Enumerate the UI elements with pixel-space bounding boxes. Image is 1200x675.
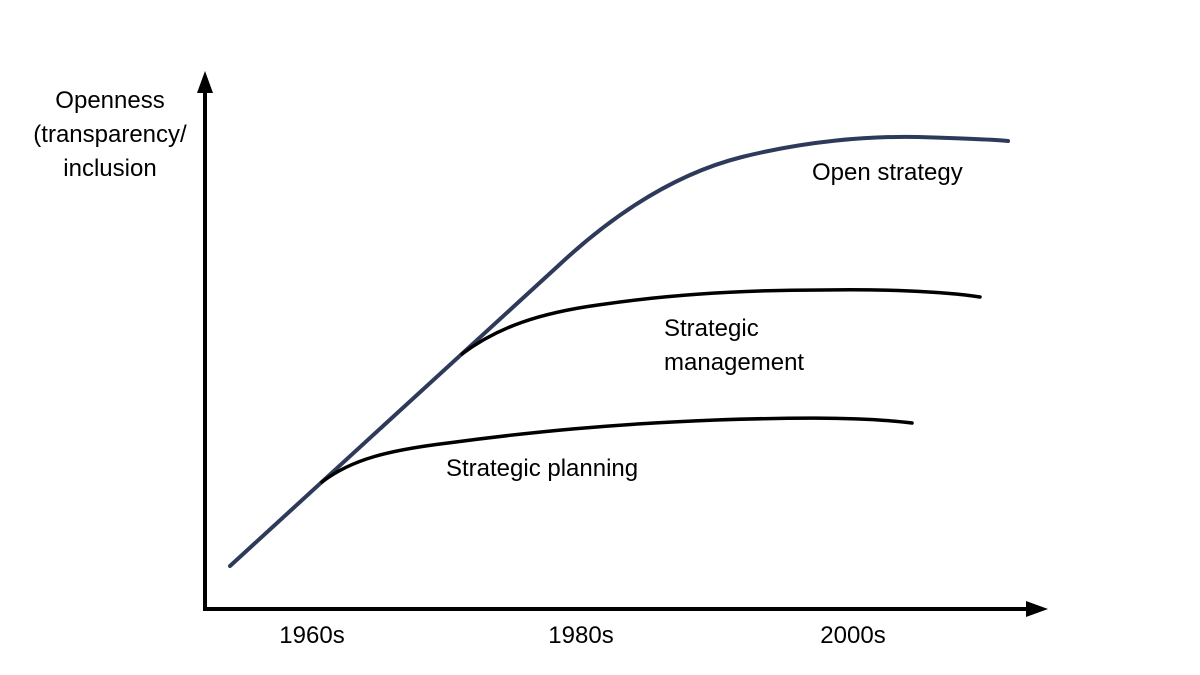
x-tick-1960s: 1960s: [279, 622, 345, 649]
curve-strategic-planning: [320, 416, 914, 484]
x-tick-2000s: 2000s: [820, 622, 886, 649]
x-axis-arrowhead-icon: [1026, 601, 1048, 617]
series-label-strategic-management: Strategic management: [664, 315, 805, 376]
y-axis-label: Openness (transparency/ inclusion: [33, 87, 187, 182]
series-label-open-strategy: Open strategy: [812, 159, 963, 186]
curve-open-strategy: [228, 134, 1010, 568]
x-tick-1980s: 1980s: [548, 622, 614, 649]
curve-strategic-management: [460, 288, 982, 356]
y-axis-arrowhead-icon: [197, 71, 213, 93]
series-label-strategic-planning: Strategic planning: [446, 455, 639, 482]
